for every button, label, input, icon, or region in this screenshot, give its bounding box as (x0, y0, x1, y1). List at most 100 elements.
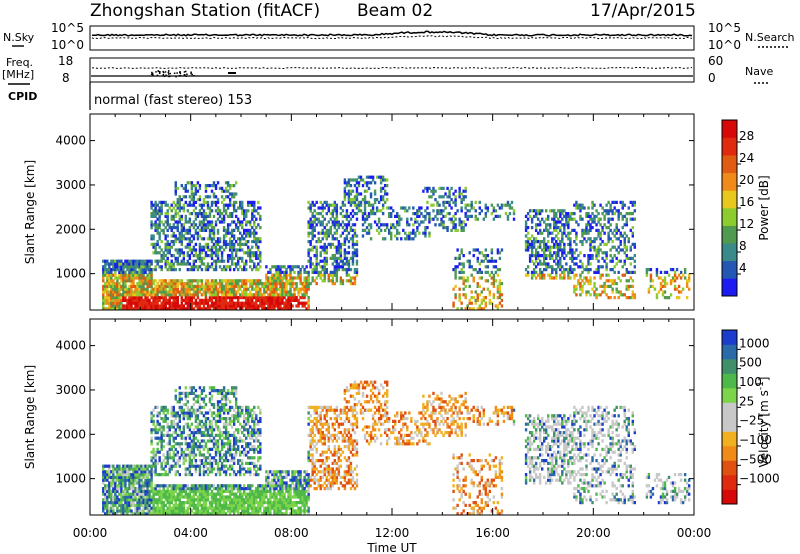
heatmap-cell (158, 428, 161, 432)
heatmap-cell (224, 287, 228, 291)
heatmap-cell (216, 209, 220, 213)
heatmap-cell (339, 245, 343, 249)
heatmap-cell (436, 200, 439, 204)
heatmap-cell (138, 503, 141, 507)
heatmap-cell (200, 214, 204, 218)
heatmap-cell (164, 262, 167, 266)
heatmap-cell (154, 203, 157, 207)
heatmap-cell (498, 256, 502, 260)
heatmap-cell (591, 200, 594, 204)
heatmap-cell (148, 284, 151, 288)
heatmap-cell (669, 268, 673, 272)
heatmap-cell (543, 242, 546, 246)
heatmap-cell (116, 301, 119, 305)
heatmap-cell (164, 503, 167, 507)
heatmap-cell (488, 301, 492, 305)
heatmap-cell (337, 268, 341, 272)
heatmap-cell (351, 251, 355, 255)
heatmap-cell (245, 242, 248, 246)
heatmap-cell (472, 279, 475, 283)
nave-dip-point (151, 71, 153, 74)
heatmap-cell (112, 265, 115, 269)
heatmap-cell (337, 226, 341, 230)
heatmap-cell (581, 231, 584, 235)
heatmap-cell (196, 214, 200, 218)
heatmap-cell (210, 284, 214, 288)
heatmap-cell (257, 248, 260, 252)
heatmap-cell (579, 273, 582, 277)
heatmap-cell (655, 270, 659, 274)
heatmap-cell (196, 293, 200, 297)
heatmap-cell (565, 268, 568, 272)
heatmap-cell (228, 256, 232, 260)
heatmap-cell (192, 512, 196, 516)
heatmap-cell (579, 214, 582, 218)
heatmap-cell (406, 237, 409, 241)
heatmap-cell (166, 509, 169, 513)
heatmap-cell (323, 206, 326, 210)
heatmap-cell (243, 304, 246, 308)
heatmap-cell (458, 256, 461, 260)
heatmap-cell (212, 245, 216, 249)
heatmap-cell (134, 293, 137, 297)
heatmap-cell (261, 296, 264, 300)
heatmap-cell (551, 209, 554, 213)
heatmap-cell (202, 200, 206, 204)
heatmap-cell (345, 212, 349, 216)
heatmap-cell (289, 282, 292, 286)
heatmap-cell (182, 195, 186, 199)
heatmap-cell (160, 467, 163, 471)
heatmap-cell (144, 298, 147, 302)
heatmap-cell (383, 223, 387, 227)
heatmap-cell (210, 298, 214, 302)
heatmap-cell (188, 262, 192, 266)
heatmap-cell (188, 450, 192, 454)
heatmap-cell (192, 223, 196, 227)
heatmap-cell (118, 262, 121, 266)
heatmap-cell (106, 298, 109, 302)
heatmap-cell (267, 270, 270, 274)
heatmap-cell (468, 251, 471, 255)
heatmap-cell (116, 506, 119, 510)
heatmap-cell (234, 248, 238, 252)
heatmap-cell (178, 251, 181, 255)
heatmap-cell (138, 265, 141, 269)
heatmap-cell (277, 287, 280, 291)
heatmap-cell (136, 487, 139, 491)
heatmap-cell (528, 245, 532, 249)
heatmap-cell (124, 259, 127, 263)
heatmap-cell (168, 268, 171, 272)
heatmap-cell (436, 217, 439, 221)
heatmap-cell (104, 512, 107, 516)
heatmap-cell (174, 470, 177, 474)
heatmap-cell (160, 495, 163, 499)
heatmap-cell (271, 290, 274, 294)
heatmap-cell (347, 273, 351, 277)
heatmap-cell (168, 248, 171, 252)
heatmap-cell (196, 226, 200, 230)
heatmap-cell (545, 265, 548, 269)
heatmap-cell (152, 450, 155, 454)
heatmap-cell (146, 265, 149, 269)
heatmap-cell (559, 245, 562, 249)
heatmap-cell (369, 237, 373, 241)
heatmap-cell (214, 242, 218, 246)
heatmap-cell (351, 209, 355, 213)
heatmap-cell (534, 214, 538, 218)
heatmap-cell (214, 268, 218, 272)
heatmap-cell (102, 304, 105, 308)
heatmap-cell (478, 251, 481, 255)
heatmap-cell (194, 461, 198, 465)
heatmap-cell (496, 203, 500, 207)
heatmap-cell (470, 273, 473, 277)
heatmap-cell (208, 237, 212, 241)
heatmap-cell (283, 287, 286, 291)
heatmap-cell (524, 226, 528, 230)
heatmap-cell (218, 237, 222, 241)
heatmap-cell (234, 181, 238, 185)
heatmap-cell (351, 254, 355, 258)
heatmap-cell (510, 206, 514, 210)
heatmap-cell (605, 203, 608, 207)
heatmap-cell (232, 301, 236, 305)
heatmap-cell (116, 509, 119, 513)
